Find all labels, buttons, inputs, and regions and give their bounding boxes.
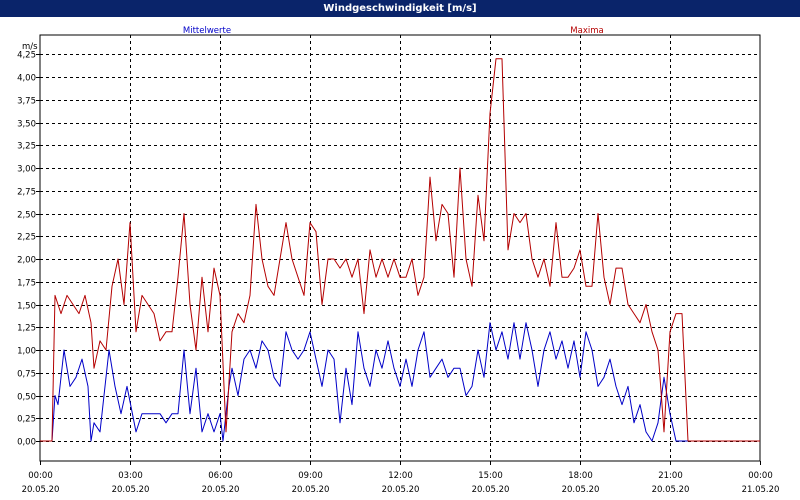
- x-tick-date-label: 21.05.20: [742, 485, 780, 495]
- x-tick-time-label: 03:00: [118, 471, 143, 481]
- y-tick-label: 4,25: [17, 51, 36, 61]
- y-axis: 0,00 0,25 0,50 0,75 1,00 1,25 1,50 1,75 2,00 2,25…: [17, 51, 40, 448]
- y-tick-label: 1,50: [17, 302, 36, 312]
- series-line-mittelwerte: [40, 322, 760, 442]
- x-tick-date-label: 20.05.20: [202, 485, 240, 495]
- y-tick-label: 2,50: [17, 211, 36, 221]
- x-tick-time-label: 00:00: [28, 471, 53, 481]
- y-tick-label: 0,50: [17, 393, 36, 403]
- y-tick-label: 4,00: [17, 74, 36, 84]
- y-tick-label: 3,00: [17, 165, 36, 175]
- x-tick-date-label: 20.05.20: [382, 485, 420, 495]
- y-tick-label: 1,75: [17, 279, 36, 289]
- x-tick-time-label: 12:00: [388, 471, 413, 481]
- x-tick-time-label: 18:00: [568, 471, 593, 481]
- y-tick-label: 1,00: [17, 347, 36, 357]
- y-tick-label: 2,25: [17, 233, 36, 243]
- x-tick-date-label: 20.05.20: [562, 485, 600, 495]
- x-tick-date-label: 20.05.20: [652, 485, 690, 495]
- y-tick-label: 0,25: [17, 415, 36, 425]
- y-tick-label: 2,75: [17, 188, 36, 198]
- x-tick-time-label: 06:00: [208, 471, 233, 481]
- x-tick-date-label: 20.05.20: [112, 485, 150, 495]
- y-tick-label: 3,25: [17, 142, 36, 152]
- series-line-maxima: [40, 58, 760, 442]
- series-lines: [40, 58, 760, 442]
- x-axis: 00:00 20.05.20 03:00 20.05.20 06:00 20.05.20 0…: [22, 461, 780, 495]
- y-tick-label: 2,00: [17, 256, 36, 266]
- y-axis-unit: m/s: [22, 42, 38, 52]
- x-tick-date-label: 20.05.20: [292, 485, 330, 495]
- x-tick-date-label: 20.05.20: [22, 485, 60, 495]
- x-tick-time-label: 09:00: [298, 471, 323, 481]
- x-tick-time-label: 00:00: [748, 471, 773, 481]
- x-tick-time-label: 15:00: [478, 471, 503, 481]
- legend-maxima: Maxima: [570, 26, 603, 36]
- y-tick-label: 3,50: [17, 120, 36, 130]
- y-tick-label: 3,75: [17, 97, 36, 107]
- y-tick-label: 0,75: [17, 370, 36, 380]
- y-tick-label: 1,25: [17, 324, 36, 334]
- grid: [40, 35, 760, 461]
- window-title: Windgeschwindigkeit [m/s]: [0, 0, 800, 17]
- x-tick-time-label: 21:00: [658, 471, 683, 481]
- legend-mittelwerte: Mittelwerte: [183, 26, 231, 36]
- y-tick-label: 0,00: [17, 438, 36, 448]
- x-tick-date-label: 20.05.20: [472, 485, 510, 495]
